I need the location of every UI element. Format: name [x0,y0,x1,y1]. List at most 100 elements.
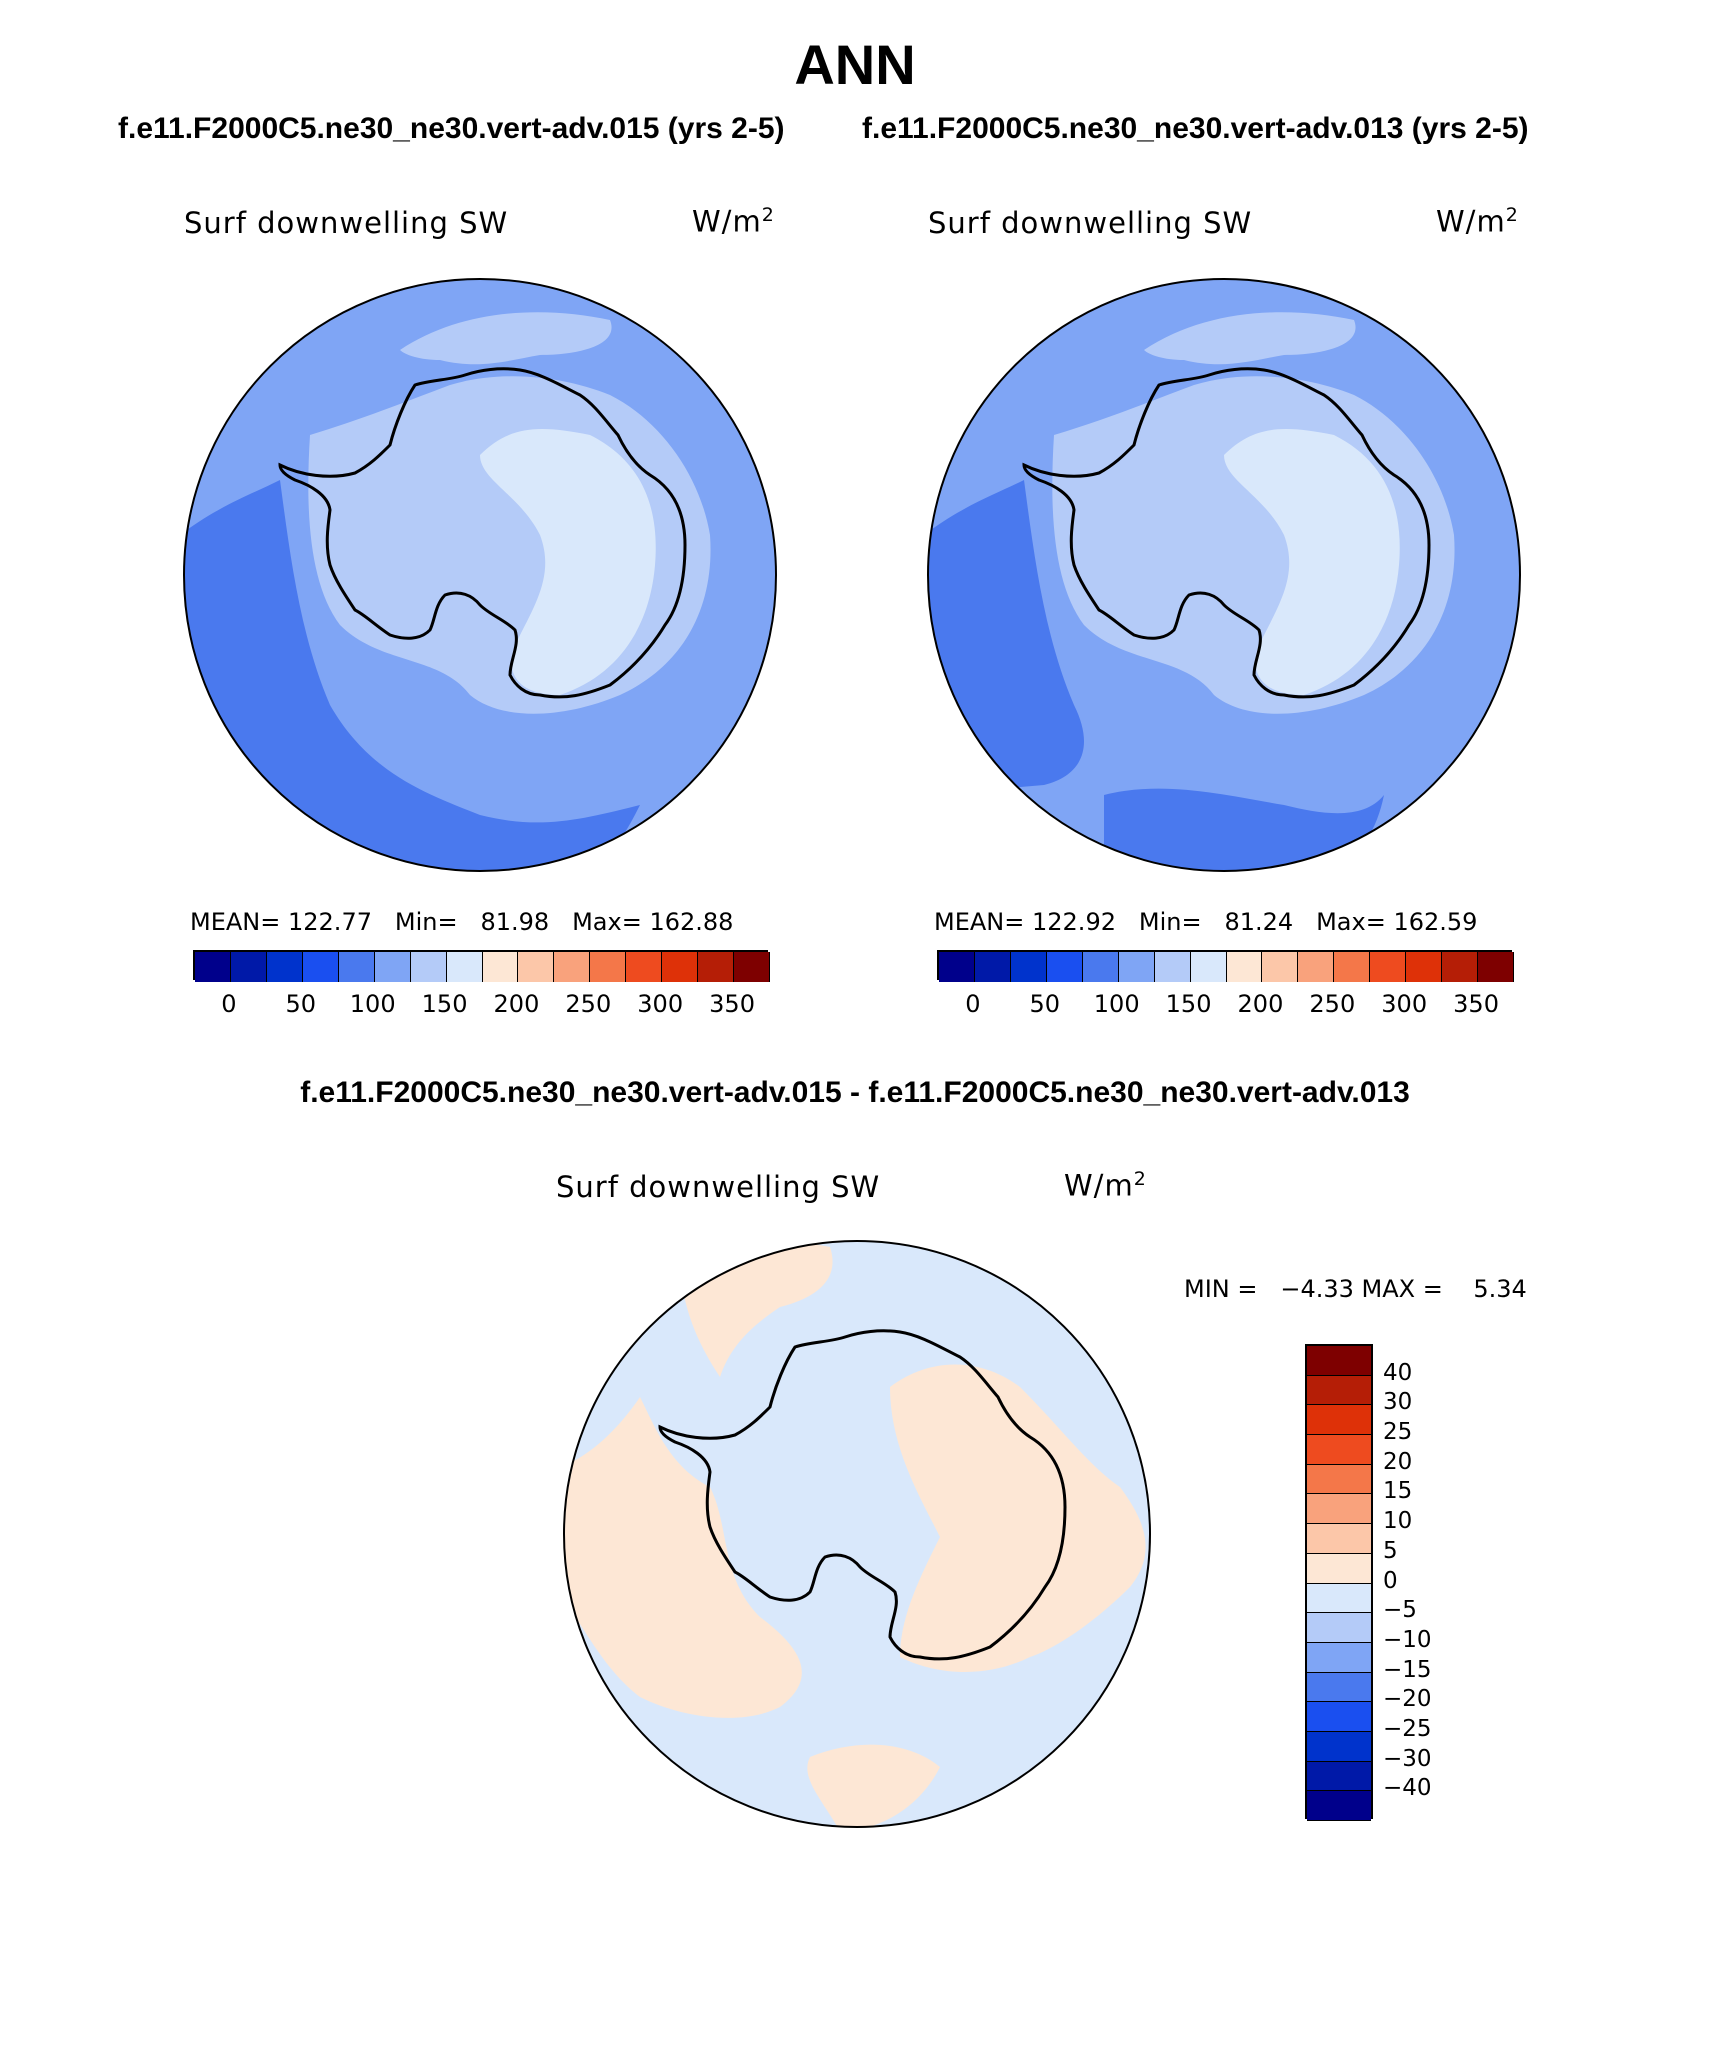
positive-region-south [807,1744,940,1827]
colorbar-ticks-right: 0 50 100 150 200 250 300 350 [937,990,1512,1020]
coastline [278,367,687,699]
colorbar-swatch [939,952,975,982]
colorbar-swatch [1307,1375,1371,1406]
colorbar-tick-label: 100 [349,990,396,1018]
colorbar-swatch [1307,1761,1371,1792]
colorbar-swatch [1190,952,1227,982]
colorbar-tick-label: −10 [1383,1626,1432,1653]
colorbar-tick-label: 300 [637,990,684,1018]
colorbar-ticks-left: 0 50 100 150 200 250 300 350 [193,990,768,1020]
colorbar-tick-label: 15 [1383,1478,1413,1505]
colorbar-swatch [554,952,591,982]
colorbar-tick-label: −25 [1383,1715,1432,1742]
colorbar-tick-label: 300 [1381,990,1428,1018]
colorbar-swatch [1118,952,1155,982]
colorbar-tick-label: −40 [1383,1775,1432,1802]
antarctic-map-left [183,278,777,872]
difference-title: f.e11.F2000C5.ne30_ne30.vert-adv.015 - f… [300,1076,1410,1109]
colorbar-tick-label: 30 [1383,1389,1413,1416]
colorbar-swatch [446,952,483,982]
colorbar-tick-label: 40 [1383,1359,1413,1386]
ice-plateau [480,429,656,695]
ice-plateau [1224,429,1400,695]
colorbar-right [937,950,1514,982]
units-label-diff: W/m2 [1064,1168,1147,1203]
colorbar-swatch [1307,1494,1371,1525]
dark-band-south [1104,788,1384,871]
variable-label-diff: Surf downwelling SW [556,1170,881,1204]
colorbar-swatch [626,952,663,982]
colorbar-swatch [1406,952,1443,982]
colorbar-swatch [338,952,375,982]
colorbar-swatch [1307,1464,1371,1495]
colorbar-difference [1305,1344,1373,1821]
antarctic-map-difference [563,1240,1151,1828]
colorbar-swatch [1307,1702,1371,1732]
units-label-right: W/m2 [1436,204,1519,239]
colorbar-swatch [1334,952,1371,982]
colorbar-swatch [1298,952,1335,982]
colorbar-swatch [1307,1613,1371,1643]
colorbar-tick-label: −15 [1383,1656,1432,1683]
colorbar-swatch [974,952,1011,982]
colorbar-tick-label: 350 [709,990,755,1018]
colorbar-swatch [1307,1642,1371,1673]
colorbar-swatch [1262,952,1299,982]
colorbar-tick-label: 0 [965,990,981,1018]
colorbar-swatch [230,952,267,982]
stats-left: MEAN= 122.77 Min= 81.98 Max= 162.88 [190,908,734,936]
antarctic-map-right [927,278,1521,872]
dark-band-west [184,480,640,871]
colorbar-swatch [1307,1583,1371,1614]
positive-region-east [890,1364,1146,1672]
colorbar-tick-label: 25 [1383,1419,1413,1446]
colorbar-tick-label: 100 [1093,990,1140,1018]
colorbar-swatch [734,952,770,982]
colorbar-swatch [1307,1731,1371,1762]
colorbar-swatch [1307,1405,1371,1436]
colorbar-swatch [1046,952,1083,982]
colorbar-swatch [1307,1435,1371,1465]
colorbar-tick-label: −5 [1383,1597,1417,1624]
colorbar-swatch [1226,952,1263,982]
positive-region-west [564,1397,802,1718]
colorbar-tick-label: 10 [1383,1508,1413,1535]
minmax-label: MIN = −4.33 MAX = 5.34 [1184,1275,1527,1303]
colorbar-swatch [1307,1346,1371,1376]
colorbar-swatch [195,952,231,982]
colorbar-swatch [266,952,303,982]
light-band-north [400,312,612,365]
colorbar-tick-label: 5 [1383,1537,1398,1564]
colorbar-swatch [1307,1553,1371,1584]
coastline [658,1329,1067,1661]
colorbar-swatch [1370,952,1407,982]
colorbar-tick-label: −30 [1383,1745,1432,1772]
stats-right: MEAN= 122.92 Min= 81.24 Max= 162.59 [934,908,1478,936]
colorbar-swatch [1442,952,1479,982]
colorbar-tick-label: 350 [1453,990,1499,1018]
colorbar-swatch [1082,952,1119,982]
colorbar-tick-label: 50 [1029,990,1061,1018]
colorbar-swatch [518,952,555,982]
colorbar-tick-label: 20 [1383,1448,1413,1475]
light-band-north [1144,312,1356,365]
colorbar-tick-label: 200 [493,990,540,1018]
colorbar-swatch [374,952,411,982]
colorbar-swatch [590,952,627,982]
colorbar-left [193,950,770,982]
variable-label-left: Surf downwelling SW [184,206,509,240]
units-label-left: W/m2 [692,204,775,239]
colorbar-swatch [302,952,339,982]
colorbar-tick-label: 150 [1165,990,1212,1018]
colorbar-swatch [1478,952,1514,982]
colorbar-ticks-difference: 40 30 25 20 15 10 5 0 −5 −10 −15 −20 −25 −30 −40 [1383,1344,1503,1819]
case-title-right: f.e11.F2000C5.ne30_ne30.vert-adv.013 (yr… [862,112,1529,145]
colorbar-tick-label: 200 [1237,990,1284,1018]
colorbar-tick-label: 0 [221,990,237,1018]
colorbar-swatch [1154,952,1191,982]
colorbar-swatch [1010,952,1047,982]
colorbar-swatch [1307,1524,1371,1554]
variable-label-right: Surf downwelling SW [928,206,1253,240]
case-title-left: f.e11.F2000C5.ne30_ne30.vert-adv.015 (yr… [118,112,785,145]
colorbar-swatch [698,952,735,982]
